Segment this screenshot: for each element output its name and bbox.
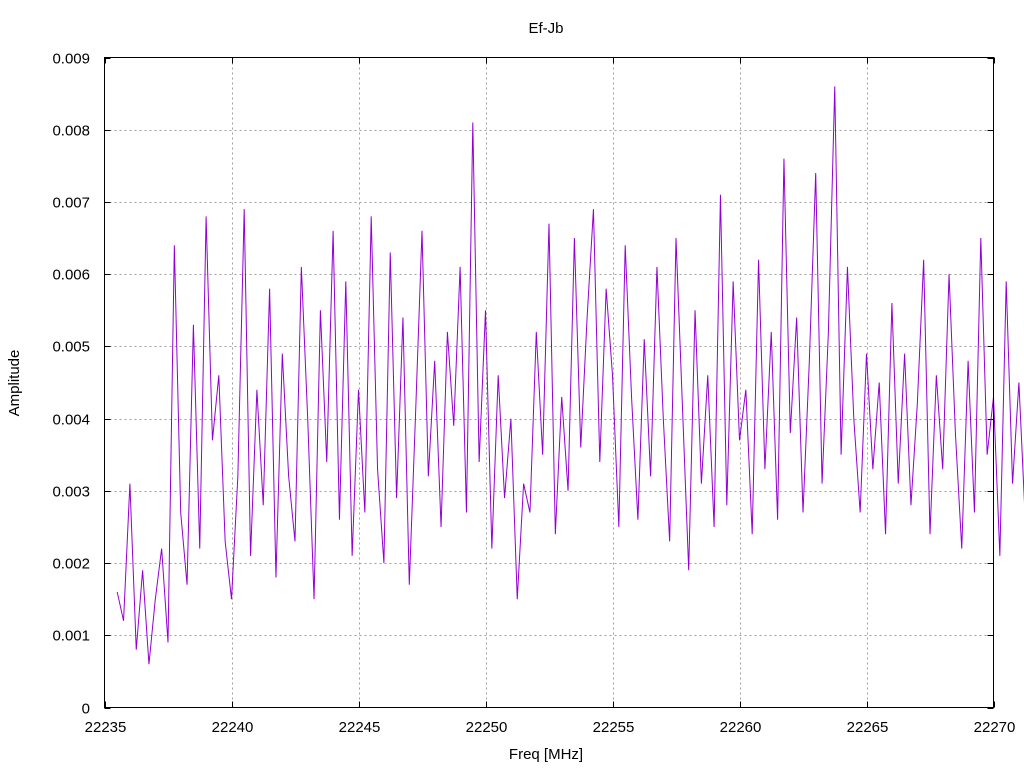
grid [104,57,994,708]
y-tick-label: 0.002 [52,556,90,573]
y-tick-label: 0.007 [52,195,90,212]
y-tick-label: 0.008 [52,123,90,140]
x-axis-label: Freq [MHz] [509,746,583,763]
x-tick-label: 22265 [847,719,889,736]
x-tick-label: 22260 [720,719,762,736]
y-tick-label: 0 [82,701,90,718]
x-tick-label: 22245 [339,719,381,736]
axis-ticks [104,57,995,709]
y-tick-label: 0.005 [52,339,90,356]
x-tick-label: 22270 [974,719,1016,736]
y-tick-label: 0.009 [52,51,90,68]
series-line [116,86,1024,665]
x-tick-labels: 22235 22240 22245 22250 22255 22260 22265 22270 [85,719,1016,736]
plot-frame [104,57,994,708]
y-tick-label: 0.004 [52,412,90,429]
x-tick-label: 22240 [212,719,254,736]
x-tick-label: 22250 [466,719,508,736]
x-tick-label: 22255 [593,719,635,736]
y-tick-label: 0.006 [52,267,90,284]
y-axis-label: Amplitude [6,350,23,417]
y-tick-labels: 0 0.001 0.002 0.003 0.004 0.005 0.006 0.007 0.00… [52,51,90,718]
chart-title: Ef-Jb [528,20,563,37]
y-tick-label: 0.001 [52,628,90,645]
y-tick-label: 0.003 [52,484,90,501]
x-tick-label: 22235 [85,719,127,736]
